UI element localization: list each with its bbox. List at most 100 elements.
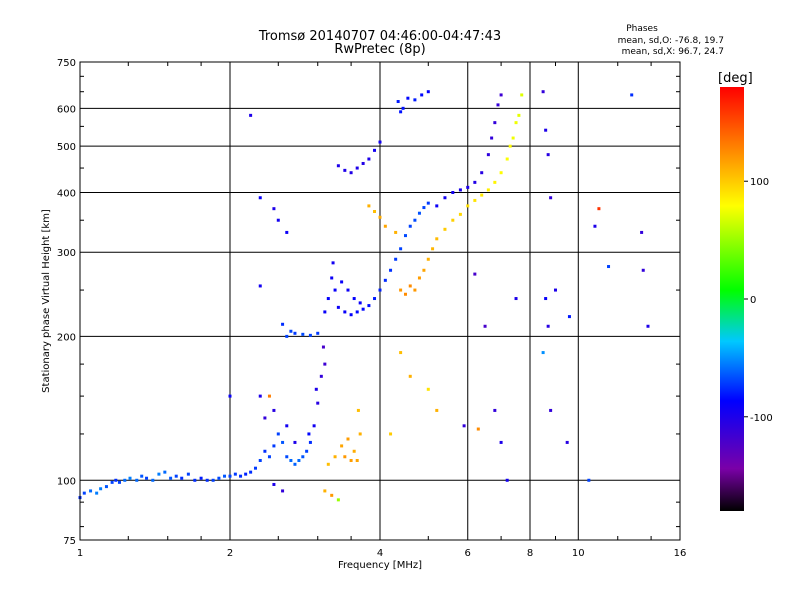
data-point (480, 171, 484, 175)
data-point (285, 230, 289, 234)
data-point (305, 449, 309, 453)
data-point (267, 394, 271, 398)
data-point (549, 196, 553, 200)
data-point (480, 193, 484, 197)
x-tick-label: 2 (227, 548, 233, 559)
data-point (272, 444, 276, 448)
data-point (378, 215, 382, 219)
data-point (367, 157, 371, 161)
data-points (78, 90, 650, 502)
data-point (486, 188, 490, 192)
data-point (476, 427, 480, 431)
data-point (399, 351, 403, 355)
data-point (378, 140, 382, 144)
chart-title: Tromsø 20140707 04:46:00-04:47:43 (258, 29, 501, 44)
data-point (267, 455, 271, 459)
data-point (343, 310, 347, 314)
y-tick-label: 100 (57, 476, 76, 487)
data-point (110, 480, 114, 484)
data-point (451, 190, 455, 194)
data-point (263, 449, 267, 453)
colorbar-tick-label: 100 (750, 177, 769, 188)
data-point (373, 297, 377, 301)
data-point (394, 257, 398, 261)
data-point (289, 329, 293, 333)
data-point (330, 276, 334, 280)
data-point (499, 171, 503, 175)
data-point (163, 470, 167, 474)
data-point (145, 476, 149, 480)
y-axis-label: Stationary phase Virtual Height [km] (41, 209, 52, 393)
data-point (389, 268, 393, 272)
data-point (258, 196, 262, 200)
data-point (355, 310, 359, 314)
data-point (314, 387, 318, 391)
data-point (587, 478, 591, 482)
data-point (511, 136, 515, 140)
data-point (289, 458, 293, 462)
data-point (553, 288, 557, 292)
y-tick-label: 750 (57, 58, 76, 69)
data-point (408, 224, 412, 228)
data-point (319, 374, 323, 378)
data-point (546, 324, 550, 328)
data-point (358, 301, 362, 305)
data-point (435, 408, 439, 412)
phases-line-x: mean, sd,X: 96.7, 24.7 (622, 47, 724, 57)
data-point (293, 462, 297, 466)
data-point (258, 284, 262, 288)
data-point (567, 315, 571, 319)
y-tick-label: 300 (57, 248, 76, 259)
data-point (293, 440, 297, 444)
data-point (340, 444, 344, 448)
data-point (496, 103, 500, 107)
x-tick-label: 16 (674, 548, 687, 559)
colorbar-label: [deg] (718, 71, 753, 86)
data-point (114, 478, 118, 482)
data-point (281, 440, 285, 444)
data-point (99, 487, 103, 491)
data-point (223, 474, 227, 478)
data-point (413, 288, 417, 292)
y-tick-label: 500 (57, 142, 76, 153)
data-point (211, 478, 215, 482)
data-point (367, 304, 371, 308)
data-point (199, 476, 203, 480)
data-point (403, 234, 407, 238)
data-point (349, 313, 353, 317)
data-point (493, 180, 497, 184)
data-point (422, 206, 426, 210)
data-point (157, 472, 161, 476)
data-point (367, 204, 371, 208)
data-point (490, 136, 494, 140)
data-point (399, 288, 403, 292)
data-point (276, 218, 280, 222)
data-point (565, 440, 569, 444)
data-point (607, 265, 611, 269)
data-point (281, 322, 285, 326)
data-point (308, 333, 312, 337)
data-point (117, 480, 121, 484)
data-point (307, 432, 311, 436)
data-point (355, 458, 359, 462)
x-axis-label: Frequency [MHz] (338, 560, 422, 571)
y-tick-label: 75 (63, 536, 76, 547)
data-point (355, 166, 359, 170)
data-point (205, 478, 209, 482)
data-point (473, 198, 477, 202)
colorbar (720, 87, 744, 511)
data-point (323, 310, 327, 314)
data-point (352, 297, 356, 301)
data-point (336, 305, 340, 309)
data-point (499, 93, 503, 97)
colorbar-tick-label: 0 (750, 295, 756, 306)
data-point (505, 478, 509, 482)
phases-line-o: mean, sd,O: -76.8, 19.7 (618, 36, 724, 46)
data-point (466, 204, 470, 208)
y-axis-ticks: 75 100 200 300 400 500 600 750 (57, 58, 76, 547)
phases-heading: Phases (626, 24, 658, 34)
data-point (281, 489, 285, 493)
data-point (228, 474, 232, 478)
data-point (383, 224, 387, 228)
data-point (435, 237, 439, 241)
